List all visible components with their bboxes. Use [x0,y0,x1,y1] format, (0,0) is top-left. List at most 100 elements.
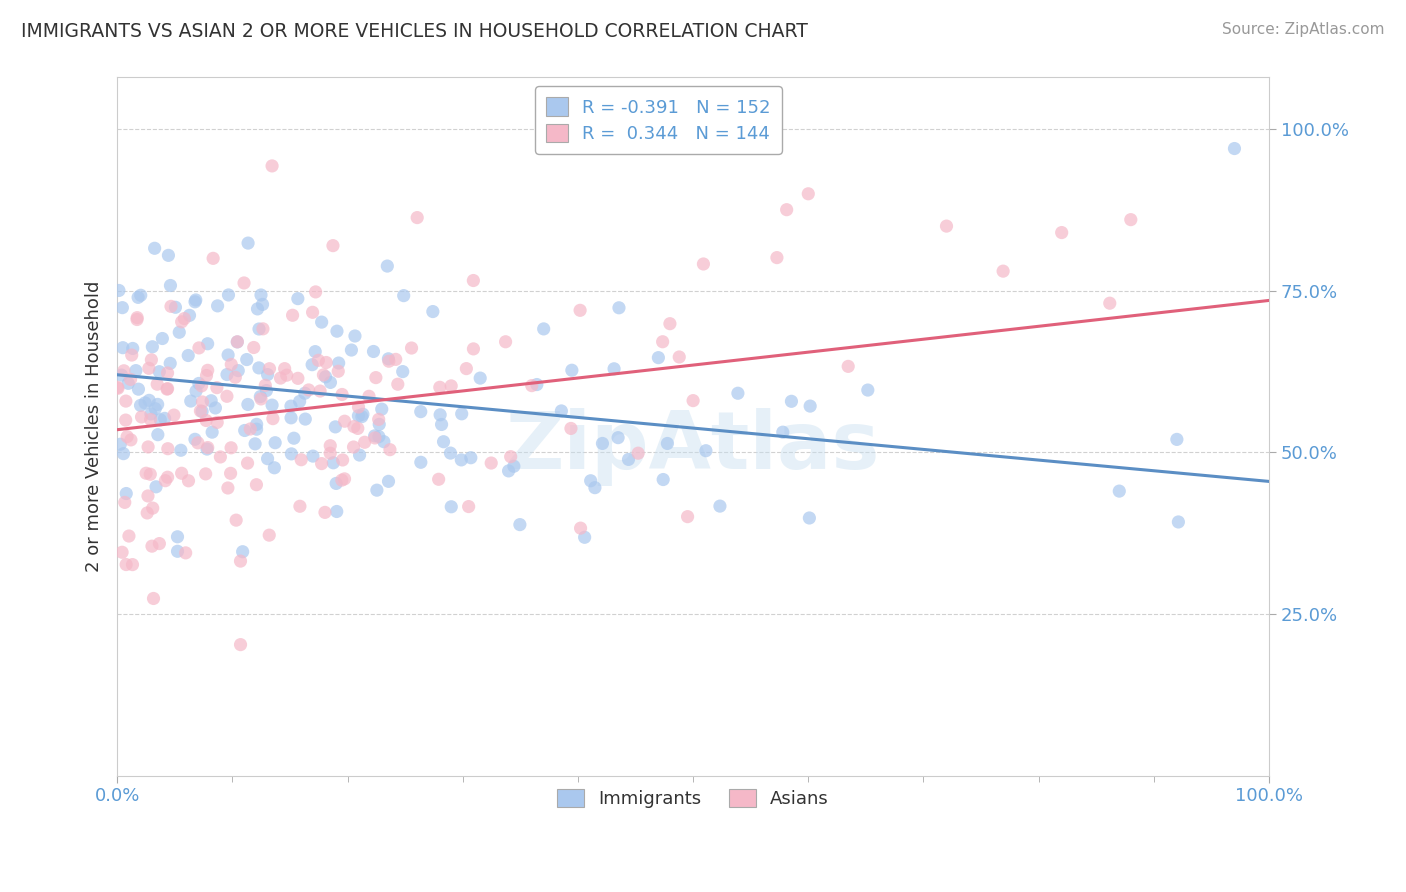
Point [159,278,181,293]
Point [184,384,207,398]
Point [138,393,160,408]
Point [1050,226,1073,240]
Point [302,449,325,463]
Point [280,447,302,461]
Point [343,329,366,343]
Point [463,273,485,287]
Point [219,358,242,372]
Point [179,309,201,323]
Point [118,529,141,543]
Point [387,377,409,392]
Point [569,521,592,535]
Point [263,460,285,475]
Point [136,440,159,454]
Point [252,297,274,311]
Point [125,363,148,377]
Point [280,410,302,425]
Point [121,558,143,572]
Point [136,489,159,503]
Point [579,474,602,488]
Point [247,360,270,375]
Point [309,384,332,398]
Point [111,545,134,559]
Point [304,344,326,359]
Point [401,341,423,355]
Point [141,539,163,553]
Point [647,351,669,365]
Point [111,341,134,355]
Point [190,379,212,393]
Point [333,472,356,486]
Point [141,352,163,367]
Point [312,368,335,382]
Point [145,480,167,494]
Point [837,359,859,374]
Point [156,382,179,396]
Point [378,354,401,368]
Point [651,334,673,349]
Point [495,334,517,349]
Point [450,453,472,467]
Point [177,349,200,363]
Point [319,439,342,453]
Point [226,334,249,349]
Point [583,481,606,495]
Point [450,407,472,421]
Point [377,351,399,366]
Point [180,394,202,409]
Point [157,248,180,262]
Point [139,467,162,482]
Point [457,500,479,514]
Point [170,443,193,458]
Point [156,442,179,456]
Point [502,459,524,474]
Point [574,530,596,544]
Point [115,394,138,409]
Point [353,435,375,450]
Point [207,299,229,313]
Point [727,386,749,401]
Point [219,441,242,455]
Point [256,384,278,398]
Point [550,404,572,418]
Point [115,429,138,443]
Point [427,472,450,486]
Point [226,334,249,349]
Point [375,259,398,273]
Point [226,364,249,378]
Point [242,341,264,355]
Point [129,288,152,302]
Point [322,456,344,470]
Point [146,427,169,442]
Point [195,368,218,383]
Point [233,276,256,290]
Point [301,305,323,319]
Point [281,308,304,322]
Point [366,483,388,498]
Point [170,315,193,329]
Point [184,432,207,446]
Point [498,464,520,478]
Point [174,546,197,560]
Point [191,395,214,409]
Text: IMMIGRANTS VS ASIAN 2 OR MORE VEHICLES IN HOUSEHOLD CORRELATION CHART: IMMIGRANTS VS ASIAN 2 OR MORE VEHICLES I… [21,22,808,41]
Point [377,475,399,489]
Point [146,397,169,411]
Point [197,363,219,377]
Point [668,350,690,364]
Point [342,440,364,454]
Point [294,412,316,426]
Point [197,336,219,351]
Point [270,371,292,385]
Point [190,404,212,418]
Point [205,381,228,395]
Point [607,301,630,315]
Point [280,399,302,413]
Point [499,450,522,464]
Point [120,372,142,386]
Point [463,342,485,356]
Point [187,376,209,391]
Point [409,404,432,418]
Point [440,500,463,514]
Point [1167,515,1189,529]
